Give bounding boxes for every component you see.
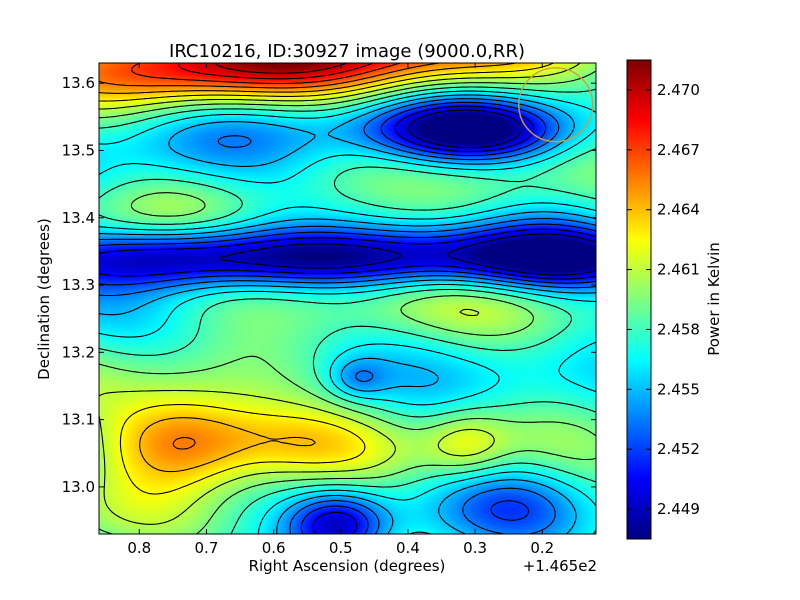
x-axis-offset: +1.465e2 xyxy=(523,557,597,575)
x-tick-label: 0.6 xyxy=(262,539,286,557)
contour-level-10 xyxy=(99,63,516,473)
x-tick-label: 0.3 xyxy=(463,539,487,557)
colorbar-frame xyxy=(626,59,652,540)
colorbar-tick-label: 2.467 xyxy=(657,141,700,159)
colorbar-tick-label: 2.458 xyxy=(657,320,700,338)
colorbar: 2.449 2.452 2.455 2.458 2.461 2.464 2.467 2.470… xyxy=(626,59,723,540)
x-tick-label: 0.2 xyxy=(530,539,554,557)
contour-level-4 xyxy=(99,94,596,534)
contour-level-9 xyxy=(99,63,555,495)
contour-level-5 xyxy=(99,90,596,534)
x-tick-label: 0.5 xyxy=(329,539,353,557)
y-axis-label: Declination (degrees) xyxy=(35,218,53,380)
y-tick-label: 13.5 xyxy=(62,141,95,159)
colorbar-label: Power in Kelvin xyxy=(705,242,723,356)
colorbar-tick-label: 2.449 xyxy=(657,500,700,518)
contour-level-3 xyxy=(99,98,596,534)
y-tick-label: 13.4 xyxy=(62,209,95,227)
y-tick-label: 13.3 xyxy=(62,276,95,294)
x-axis-label: Right Ascension (degrees) xyxy=(249,557,446,575)
contour-level-2 xyxy=(99,101,596,534)
colorbar-tick-label: 2.461 xyxy=(657,261,700,279)
x-tick-label: 0.4 xyxy=(396,539,420,557)
plot-area xyxy=(98,62,597,535)
x-tick-label: 0.8 xyxy=(127,539,151,557)
contour-level-12 xyxy=(131,63,401,85)
y-tick-label: 13.2 xyxy=(62,343,95,361)
y-tick-label: 13.6 xyxy=(62,74,95,92)
contour-lines xyxy=(99,63,596,534)
x-tick-label: 0.7 xyxy=(195,539,219,557)
chart-title: IRC10216, ID:30927 image (9000.0,RR) xyxy=(169,41,525,62)
beam-circle xyxy=(518,67,594,143)
y-tick-label: 13.0 xyxy=(62,478,95,496)
contour-level-13 xyxy=(178,63,374,80)
contour-level-8 xyxy=(99,63,581,525)
heatmap-canvas xyxy=(99,63,596,534)
colorbar-tick-label: 2.470 xyxy=(657,81,700,99)
heatmap-image xyxy=(99,63,596,534)
x-axis-ticks: 0.8 0.7 0.6 0.5 0.4 0.3 0.2 xyxy=(127,63,554,557)
contour-level-6 xyxy=(99,86,596,534)
contour-level-11 xyxy=(99,63,440,450)
plot-frame xyxy=(98,62,597,535)
colorbar-canvas xyxy=(627,60,651,539)
y-axis-ticks: 13.0 13.1 13.2 13.3 13.4 13.5 13.6 xyxy=(62,74,596,496)
colorbar-image xyxy=(627,60,651,539)
colorbar-tick-label: 2.452 xyxy=(657,440,700,458)
contour-level-0 xyxy=(220,109,596,276)
colorbar-tick-label: 2.464 xyxy=(657,201,700,219)
colorbar-tick-label: 2.455 xyxy=(657,380,700,398)
colorbar-ticks: 2.449 2.452 2.455 2.458 2.461 2.464 2.467 2.470 xyxy=(627,81,700,518)
y-tick-label: 13.1 xyxy=(62,411,95,429)
